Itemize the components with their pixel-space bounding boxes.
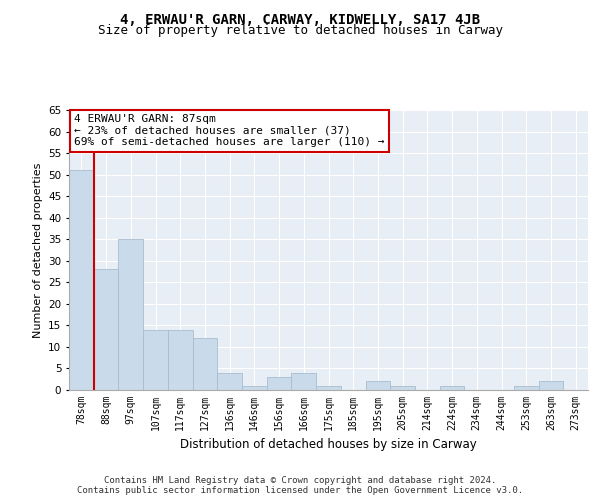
Bar: [440, 386, 464, 390]
X-axis label: Distribution of detached houses by size in Carway: Distribution of detached houses by size …: [180, 438, 477, 452]
Bar: [365, 382, 390, 390]
Bar: [316, 386, 341, 390]
Bar: [69, 170, 94, 390]
Bar: [193, 338, 217, 390]
Bar: [118, 239, 143, 390]
Text: Contains HM Land Registry data © Crown copyright and database right 2024.
Contai: Contains HM Land Registry data © Crown c…: [77, 476, 523, 495]
Bar: [94, 270, 118, 390]
Bar: [168, 330, 193, 390]
Bar: [390, 386, 415, 390]
Bar: [292, 373, 316, 390]
Y-axis label: Number of detached properties: Number of detached properties: [32, 162, 43, 338]
Bar: [267, 377, 292, 390]
Bar: [242, 386, 267, 390]
Bar: [143, 330, 168, 390]
Text: 4 ERWAU'R GARN: 87sqm
← 23% of detached houses are smaller (37)
69% of semi-deta: 4 ERWAU'R GARN: 87sqm ← 23% of detached …: [74, 114, 385, 148]
Bar: [514, 386, 539, 390]
Text: Size of property relative to detached houses in Carway: Size of property relative to detached ho…: [97, 24, 503, 37]
Text: 4, ERWAU'R GARN, CARWAY, KIDWELLY, SA17 4JB: 4, ERWAU'R GARN, CARWAY, KIDWELLY, SA17 …: [120, 12, 480, 26]
Bar: [217, 373, 242, 390]
Bar: [539, 382, 563, 390]
